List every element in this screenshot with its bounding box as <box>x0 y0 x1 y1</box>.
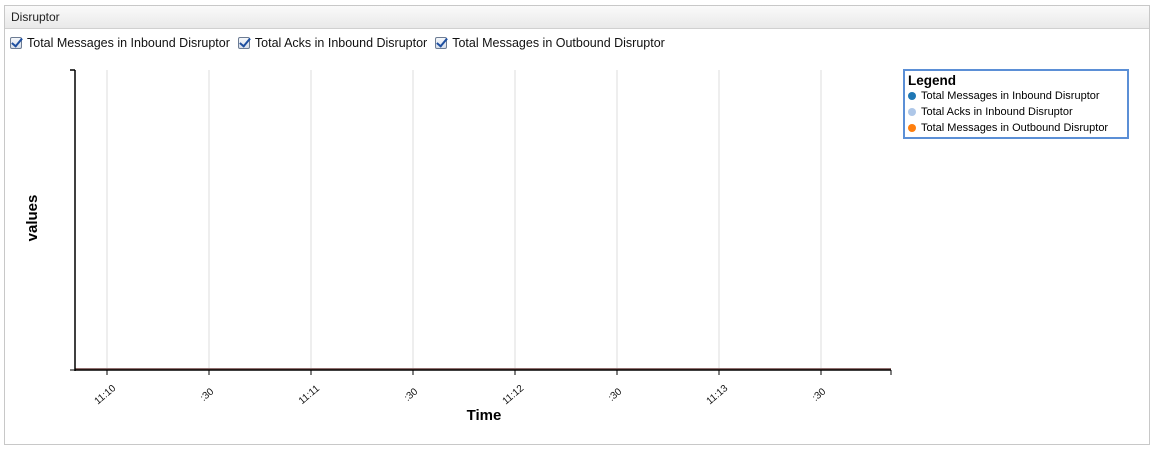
checkbox-icon[interactable] <box>435 37 448 49</box>
legend-dot-icon <box>908 124 916 132</box>
legend-item-outbound-messages[interactable]: Total Messages in Outbound Disruptor <box>908 120 1124 136</box>
legend-item-inbound-acks[interactable]: Total Acks in Inbound Disruptor <box>908 104 1124 120</box>
checkbox-icon[interactable] <box>10 37 22 49</box>
x-tick-label: :30 <box>199 386 217 404</box>
x-tick-label: 11:11 <box>297 383 322 407</box>
toggle-label: Total Messages in Outbound Disruptor <box>452 36 665 50</box>
chart-legend: Legend Total Messages in Inbound Disrupt… <box>903 69 1129 139</box>
x-tick-label: 11:12 <box>501 383 527 407</box>
legend-title: Legend <box>908 73 957 88</box>
legend-label: Total Messages in Outbound Disruptor <box>921 122 1109 134</box>
x-axis-title: Time <box>467 407 502 424</box>
grid-lines <box>106 70 822 370</box>
toggle-label: Total Acks in Inbound Disruptor <box>254 36 428 50</box>
y-axis-title: values <box>24 195 41 242</box>
x-tick-label: 11:10 <box>93 383 119 407</box>
toggle-label: Total Messages in Inbound Disruptor <box>27 36 230 50</box>
checkbox-icon[interactable] <box>237 37 250 49</box>
x-tick-labels: 11:10 :30 11:11 :30 11:12 :30 11:13 :30 <box>93 383 829 407</box>
toggle-inbound-acks[interactable]: Total Acks in Inbound Disruptor <box>237 36 428 50</box>
legend-dot-icon <box>908 108 916 116</box>
x-tick-label: 11:13 <box>705 383 731 407</box>
legend-label: Total Messages in Inbound Disruptor <box>921 90 1100 102</box>
panel-title: Disruptor <box>5 6 1149 29</box>
toggle-outbound-messages[interactable]: Total Messages in Outbound Disruptor <box>435 36 665 50</box>
legend-item-inbound-messages[interactable]: Total Messages in Inbound Disruptor <box>908 88 1124 104</box>
legend-label: Total Acks in Inbound Disruptor <box>921 106 1073 118</box>
toggle-inbound-messages[interactable]: Total Messages in Inbound Disruptor <box>10 36 230 50</box>
x-tick-label: :30 <box>607 386 625 404</box>
legend-dot-icon <box>908 92 916 100</box>
axes <box>70 69 892 375</box>
x-tick-label: :30 <box>811 386 829 404</box>
series-toggles: Total Messages in Inbound Disruptor Tota… <box>10 34 673 52</box>
x-tick-label: :30 <box>403 386 421 404</box>
